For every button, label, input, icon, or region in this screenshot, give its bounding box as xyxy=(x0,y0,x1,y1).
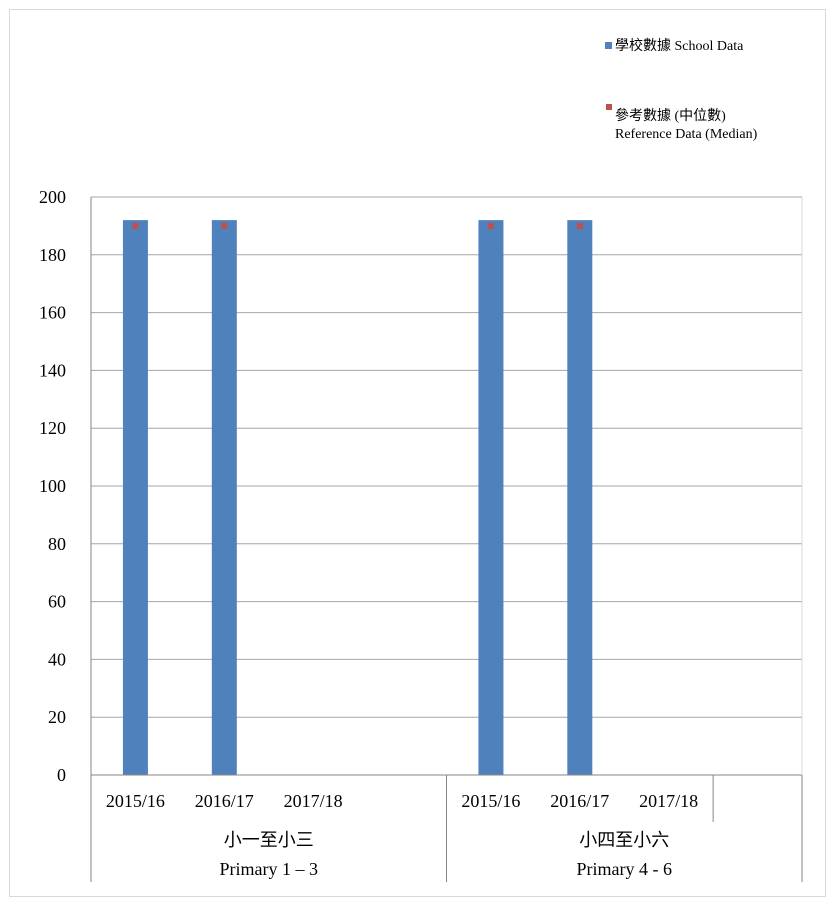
median-marker-g1-1 xyxy=(576,222,583,229)
bar-g0-1 xyxy=(211,220,237,775)
median-marker-g0-0 xyxy=(132,222,139,229)
y-axis-tick-labels: 0 20 40 60 80 100 120 140 160 180 200 xyxy=(39,187,66,785)
bar-g0-0 xyxy=(122,220,148,775)
bar-g1-0 xyxy=(478,220,504,775)
axes xyxy=(90,197,803,882)
x-tick-label-g0-0: 2015/16 xyxy=(106,791,165,811)
x-tick-label-g0-1: 2016/17 xyxy=(195,791,254,811)
y-tick-label-160: 160 xyxy=(39,303,66,323)
median-markers xyxy=(132,222,583,229)
median-marker-g1-0 xyxy=(487,222,494,229)
group-label-zh-0: 小一至小三 xyxy=(224,830,314,850)
bars xyxy=(122,220,593,775)
y-tick-label-140: 140 xyxy=(39,360,66,380)
y-tick-label-200: 200 xyxy=(39,187,66,207)
y-tick-label-100: 100 xyxy=(39,476,66,496)
y-tick-label-80: 80 xyxy=(48,534,66,554)
x-axis-tick-labels: 2015/16 2016/17 2017/18 2015/16 2016/17 2017/… xyxy=(106,791,698,811)
legend-label-reference-data-line1: 參考數據 (中位數) xyxy=(615,108,726,124)
legend-label-school-data: 學校數據 School Data xyxy=(615,37,744,54)
x-tick-label-g0-2: 2017/18 xyxy=(284,791,343,811)
median-marker-g0-1 xyxy=(221,222,228,229)
legend: 學校數據 School Data 參考數據 (中位數) Reference Da… xyxy=(605,37,758,142)
group-labels: 小一至小三 Primary 1 – 3 小四至小六 Primary 4 - 6 xyxy=(220,830,672,879)
group-label-en-1: Primary 4 - 6 xyxy=(577,859,672,879)
y-tick-label-40: 40 xyxy=(48,649,66,669)
legend-label-reference-data-line2: Reference Data (Median) xyxy=(615,127,758,142)
y-tick-label-60: 60 xyxy=(48,592,66,612)
x-tick-label-g1-0: 2015/16 xyxy=(461,791,520,811)
bar-g1-1 xyxy=(567,220,593,775)
y-tick-label-0: 0 xyxy=(57,765,66,785)
y-tick-label-20: 20 xyxy=(48,707,66,727)
legend-swatch-school-data xyxy=(605,42,612,49)
y-tick-label-120: 120 xyxy=(39,418,66,438)
group-label-en-0: Primary 1 – 3 xyxy=(220,859,319,879)
x-tick-label-g1-1: 2016/17 xyxy=(550,791,609,811)
gridlines xyxy=(91,196,802,718)
legend-swatch-reference-data xyxy=(606,104,612,110)
x-tick-label-g1-2: 2017/18 xyxy=(639,791,698,811)
y-tick-label-180: 180 xyxy=(39,245,66,265)
group-label-zh-1: 小四至小六 xyxy=(579,830,669,850)
